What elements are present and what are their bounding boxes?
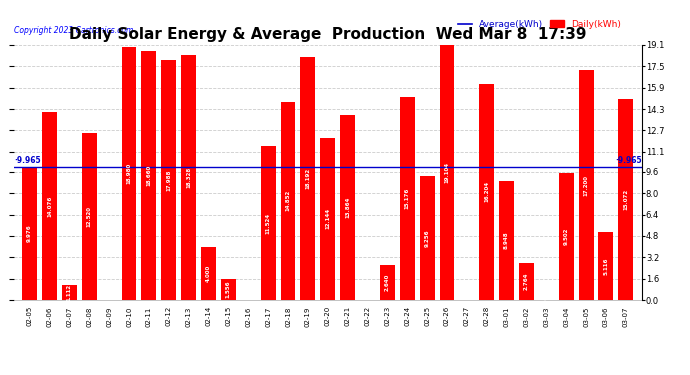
Text: 1.556: 1.556	[226, 281, 231, 298]
Bar	[261, 146, 275, 300]
Bar	[579, 70, 593, 300]
Text: 19.104: 19.104	[444, 162, 449, 183]
Bar	[480, 84, 494, 300]
Bar	[42, 112, 57, 300]
Bar	[221, 279, 236, 300]
Text: Copyright 2023 Cartronics.com: Copyright 2023 Cartronics.com	[14, 26, 133, 35]
Text: 1.112: 1.112	[67, 284, 72, 301]
Bar	[121, 46, 137, 300]
Text: 12.520: 12.520	[87, 206, 92, 227]
Text: 11.524: 11.524	[266, 213, 270, 234]
Bar	[201, 247, 216, 300]
Text: 18.328: 18.328	[186, 167, 191, 188]
Bar	[300, 57, 315, 300]
Bar	[281, 102, 295, 300]
Bar	[380, 265, 395, 300]
Text: 8.948: 8.948	[504, 231, 509, 249]
Text: ·9.965: ·9.965	[14, 156, 41, 165]
Bar	[440, 45, 455, 300]
Text: ·9.965: ·9.965	[615, 156, 642, 165]
Title: Daily Solar Energy & Average  Production  Wed Mar 8  17:39: Daily Solar Energy & Average Production …	[69, 27, 586, 42]
Text: 12.144: 12.144	[325, 209, 331, 230]
Bar	[340, 115, 355, 300]
Text: 9.976: 9.976	[27, 225, 32, 242]
Bar	[618, 99, 633, 300]
Bar	[499, 180, 514, 300]
Text: 18.980: 18.980	[126, 163, 132, 184]
Text: 15.072: 15.072	[623, 189, 629, 210]
Text: 0.012: 0.012	[544, 291, 549, 309]
Text: 2.764: 2.764	[524, 273, 529, 290]
Text: 14.076: 14.076	[47, 195, 52, 217]
Bar	[598, 232, 613, 300]
Text: 15.176: 15.176	[405, 188, 410, 209]
Text: 18.192: 18.192	[306, 168, 310, 189]
Bar	[181, 55, 196, 300]
Text: 17.200: 17.200	[584, 175, 589, 196]
Text: 2.640: 2.640	[385, 274, 390, 291]
Text: 14.852: 14.852	[286, 190, 290, 211]
Text: 18.660: 18.660	[146, 165, 151, 186]
Bar	[82, 133, 97, 300]
Bar	[320, 138, 335, 300]
Text: 5.116: 5.116	[604, 257, 609, 274]
Text: 13.864: 13.864	[345, 197, 350, 218]
Text: 4.000: 4.000	[206, 265, 211, 282]
Bar	[420, 176, 435, 300]
Bar	[22, 167, 37, 300]
Text: 9.502: 9.502	[564, 228, 569, 245]
Bar	[400, 98, 415, 300]
Text: 17.988: 17.988	[166, 169, 171, 190]
Legend: Average(kWh), Daily(kWh): Average(kWh), Daily(kWh)	[455, 16, 624, 33]
Bar	[519, 263, 534, 300]
Text: 9.256: 9.256	[424, 230, 430, 247]
Bar	[62, 285, 77, 300]
Text: 16.204: 16.204	[484, 181, 489, 203]
Bar	[141, 51, 157, 300]
Bar	[161, 60, 176, 300]
Bar	[559, 173, 573, 300]
